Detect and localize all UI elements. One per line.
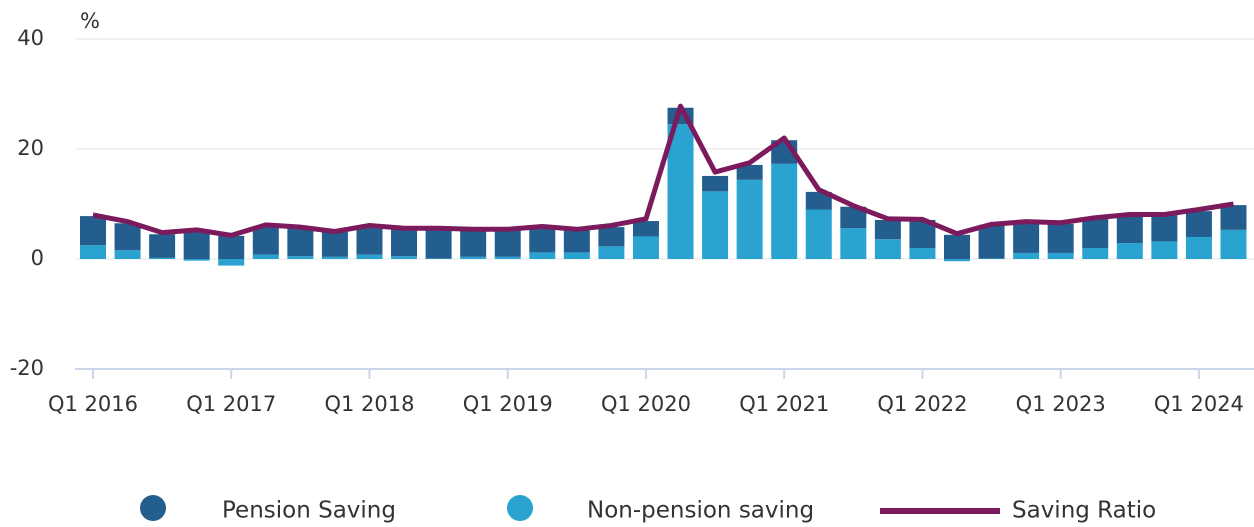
bar <box>978 258 1005 259</box>
bar <box>805 191 832 210</box>
bar <box>1151 241 1178 259</box>
bar <box>149 234 176 258</box>
bar <box>391 256 418 259</box>
bar <box>494 229 521 257</box>
bar <box>114 250 141 259</box>
bar <box>1185 237 1212 259</box>
bar <box>736 164 763 180</box>
bar <box>944 234 970 259</box>
y-axis-label: % <box>80 9 100 33</box>
y-tick-label: 40 <box>17 26 44 50</box>
bar <box>494 256 521 259</box>
bar <box>80 245 106 259</box>
x-tick-label: Q1 2016 <box>48 392 138 416</box>
bar <box>252 254 279 259</box>
bar <box>1116 215 1143 244</box>
bar <box>598 227 625 247</box>
bar <box>632 221 659 237</box>
bar <box>1151 213 1178 242</box>
bar <box>1082 248 1109 259</box>
bar <box>425 258 452 259</box>
bar <box>702 191 729 259</box>
line <box>92 103 1234 238</box>
bar <box>183 232 210 259</box>
bar <box>909 248 936 259</box>
bar <box>114 223 141 251</box>
bar <box>356 254 383 259</box>
bar <box>978 224 1005 259</box>
legend-symbol <box>140 495 166 521</box>
bar <box>944 259 970 262</box>
bar <box>149 257 176 259</box>
legend-label: Pension Saving <box>222 498 396 524</box>
bar <box>736 179 763 259</box>
bar <box>460 229 487 257</box>
bar <box>598 246 625 259</box>
bar <box>1185 211 1212 237</box>
x-tick-label: Q1 2021 <box>739 392 829 416</box>
x-tick-label: Q1 2019 <box>463 392 553 416</box>
bar <box>321 232 348 257</box>
bar <box>1116 243 1143 259</box>
legend-label: Saving Ratio <box>1012 498 1156 524</box>
bar <box>771 163 798 259</box>
bar <box>425 228 452 259</box>
bar <box>667 124 694 259</box>
bar <box>1013 252 1040 259</box>
legend-label: Non-pension saving <box>587 498 814 524</box>
bar <box>840 206 867 229</box>
legend-symbol <box>507 495 533 521</box>
x-tick-label: Q1 2023 <box>1016 392 1106 416</box>
bar <box>218 259 245 266</box>
x-tick-label: Q1 2020 <box>601 392 691 416</box>
bar <box>356 226 383 255</box>
bar <box>391 228 418 257</box>
bar <box>563 229 590 253</box>
bar <box>805 209 832 259</box>
bar <box>529 227 556 253</box>
bar <box>252 226 279 255</box>
bar <box>80 216 106 246</box>
x-tick-label: Q1 2022 <box>877 392 967 416</box>
bar <box>460 256 487 259</box>
x-tick-label: Q1 2024 <box>1154 392 1244 416</box>
bar <box>632 236 659 259</box>
bar <box>218 235 245 259</box>
bar <box>287 228 314 257</box>
bar <box>1013 222 1040 253</box>
bar <box>529 252 556 259</box>
bar <box>1220 229 1247 259</box>
bar <box>1047 252 1074 259</box>
bar <box>1220 205 1247 230</box>
bar <box>702 175 729 192</box>
bar <box>874 239 901 259</box>
bar <box>1082 217 1109 248</box>
bar <box>183 259 210 261</box>
x-tick-label: Q1 2017 <box>186 392 276 416</box>
y-tick-label: 20 <box>17 136 44 160</box>
bar <box>563 252 590 259</box>
y-tick-label: 0 <box>31 246 44 270</box>
y-tick-label: -20 <box>10 356 44 380</box>
bar <box>840 228 867 259</box>
x-tick-label: Q1 2018 <box>324 392 414 416</box>
bar <box>874 219 901 240</box>
bar <box>1047 223 1074 253</box>
bar <box>321 256 348 259</box>
bar <box>287 256 314 259</box>
